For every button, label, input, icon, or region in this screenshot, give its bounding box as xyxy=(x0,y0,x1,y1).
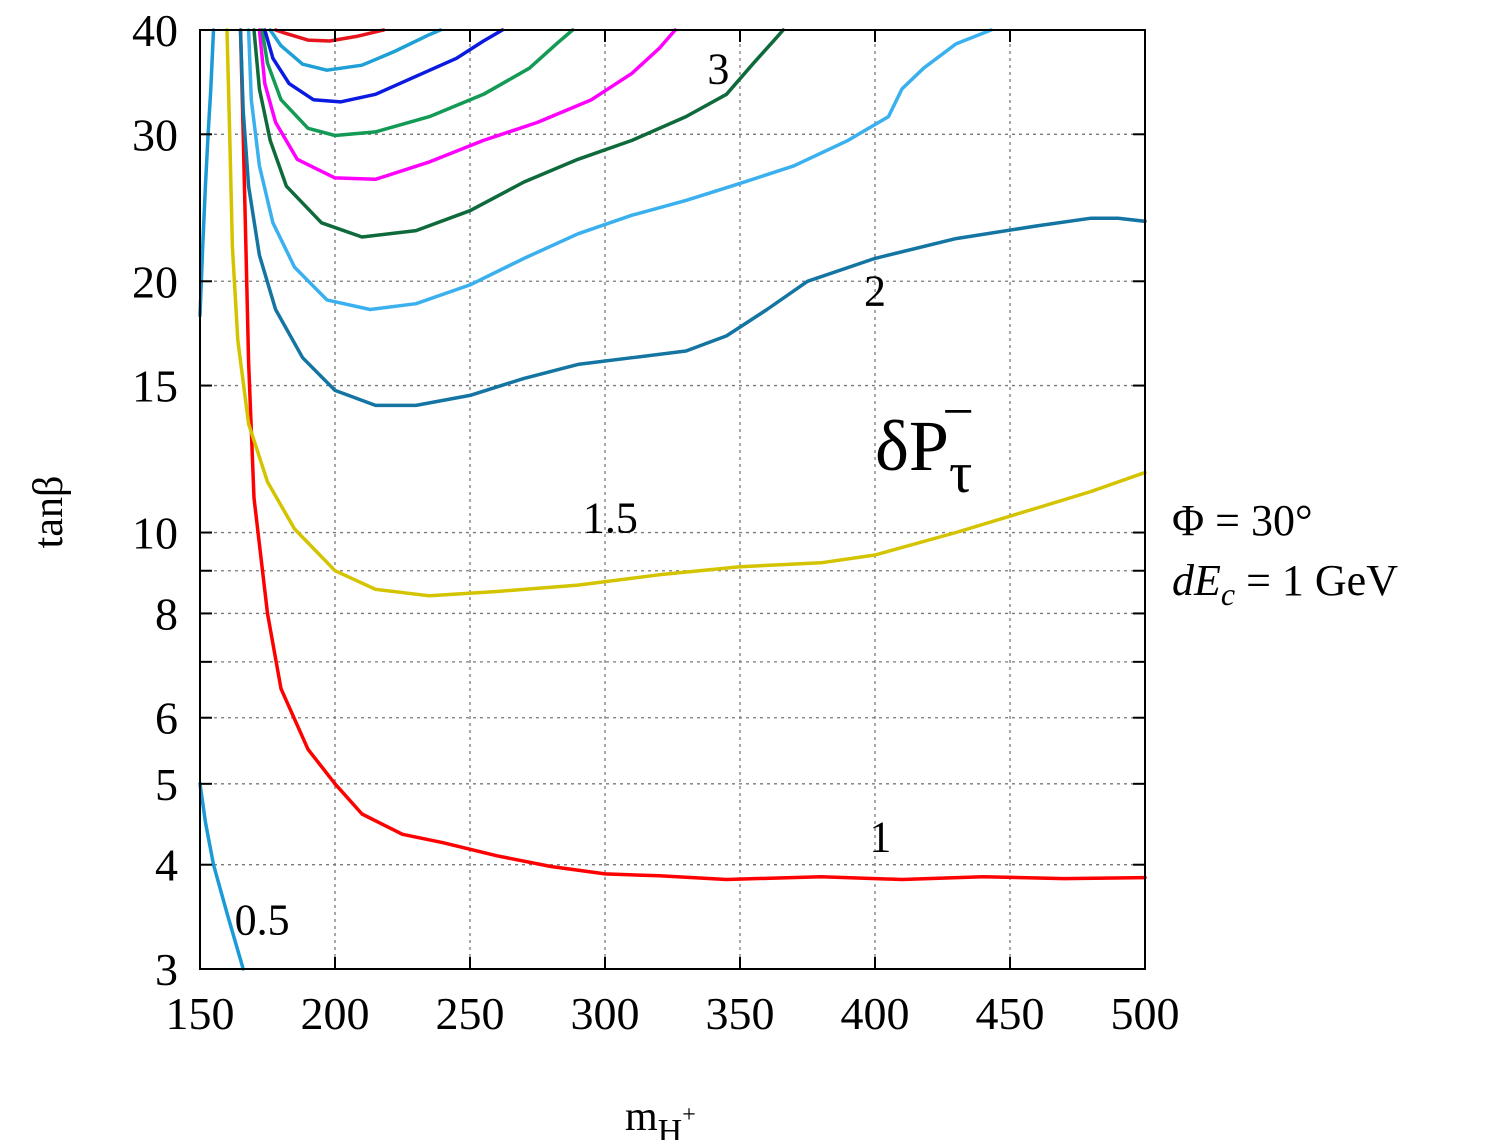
x-tick-label: 250 xyxy=(436,988,505,1039)
y-tick-label: 4 xyxy=(155,840,178,891)
contour-line-3 xyxy=(225,28,1147,598)
contour-label: 1 xyxy=(869,812,891,861)
y-tick-label: 30 xyxy=(132,109,178,160)
contour-line-0 xyxy=(198,782,245,971)
y-tick-label: 40 xyxy=(132,5,178,56)
contour-line-6 xyxy=(252,28,785,239)
y-tick-label: 15 xyxy=(132,361,178,412)
contour-label: 3 xyxy=(707,45,729,94)
chart-title: δPτ− xyxy=(875,381,974,505)
y-tick-label: 6 xyxy=(155,693,178,744)
y-tick-label: 3 xyxy=(155,944,178,995)
y-tick-label: 5 xyxy=(155,759,178,810)
contour-line-4 xyxy=(238,28,1147,408)
x-tick-label: 400 xyxy=(841,988,910,1039)
contour-line-8 xyxy=(260,28,575,138)
plot-frame xyxy=(199,29,1146,970)
param-phi: Φ = 30° xyxy=(1172,496,1313,545)
x-tick-label: 350 xyxy=(706,988,775,1039)
contour-label: 2 xyxy=(864,267,886,316)
x-tick-label: 300 xyxy=(571,988,640,1039)
contour-curves xyxy=(198,28,1147,971)
plot-border xyxy=(199,29,1146,970)
contour-label: 1.5 xyxy=(583,494,638,543)
contour-line-11 xyxy=(273,28,386,43)
y-axis-ticks: 3 4 5 6 8 10 15 20 30 40 xyxy=(132,5,1145,995)
contour-line-10 xyxy=(268,28,443,72)
y-tick-label: 8 xyxy=(155,588,178,639)
x-tick-label: 200 xyxy=(301,988,370,1039)
x-tick-label: 450 xyxy=(976,988,1045,1039)
y-tick-label: 20 xyxy=(132,256,178,307)
contour-line-9 xyxy=(263,28,505,104)
contour-line-7 xyxy=(257,28,677,182)
contour-labels: 0.5 1 1.5 2 3 xyxy=(235,45,892,945)
y-axis-label: tanβ xyxy=(26,476,72,549)
contour-label: 0.5 xyxy=(235,895,290,944)
x-tick-label: 500 xyxy=(1111,988,1180,1039)
param-dec: dEc = 1 GeV xyxy=(1172,556,1398,612)
contour-line-1 xyxy=(198,28,216,318)
x-axis-ticks: 150 200 250 300 350 400 450 500 xyxy=(166,30,1180,1039)
contour-line-5 xyxy=(246,28,993,312)
y-tick-label: 10 xyxy=(132,508,178,559)
grid-lines xyxy=(200,30,1145,969)
x-tick-label: 150 xyxy=(166,988,235,1039)
contour-line-2 xyxy=(238,28,1147,882)
x-axis-label: mH+ xyxy=(625,1094,696,1140)
